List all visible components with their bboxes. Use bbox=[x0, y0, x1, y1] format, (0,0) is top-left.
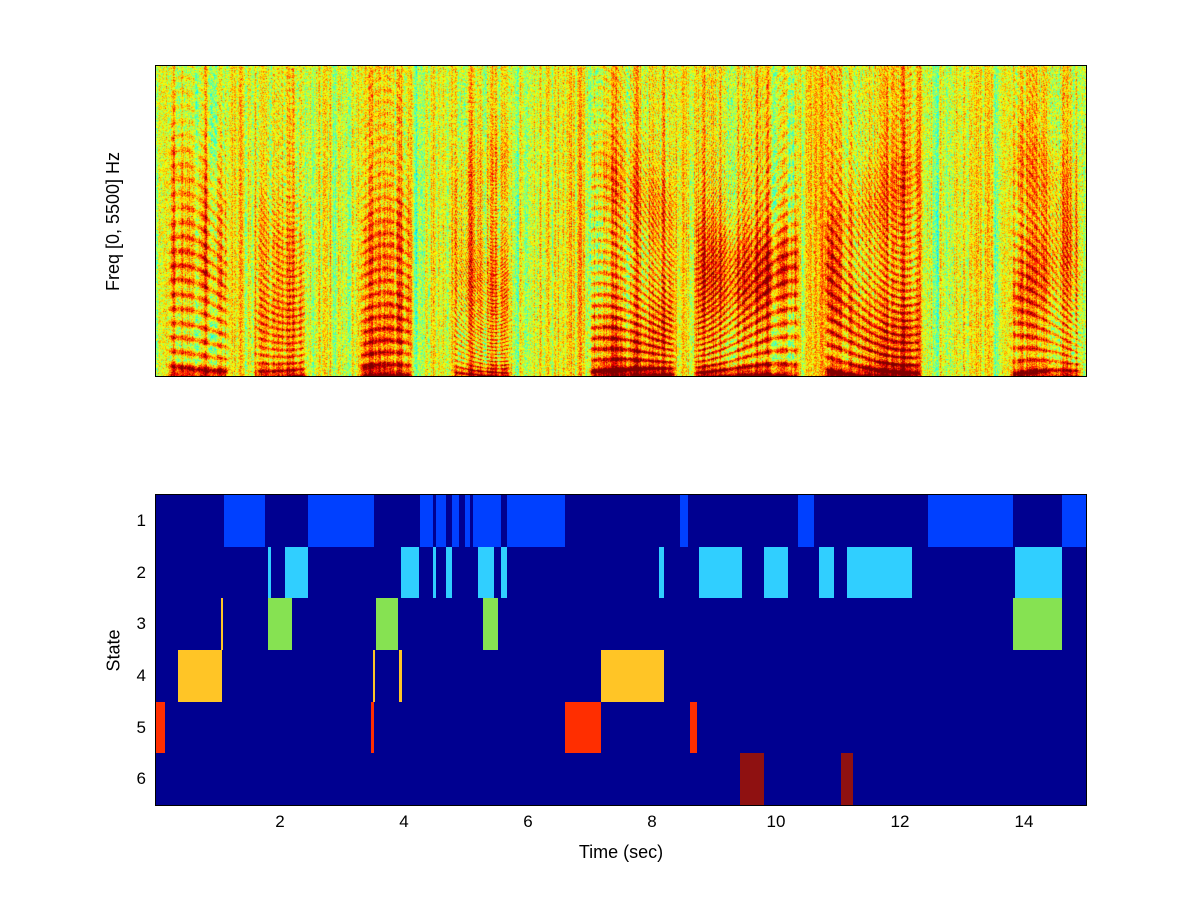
state-segment bbox=[1012, 598, 1063, 650]
spectrogram-plot bbox=[155, 65, 1087, 377]
spectrogram-ylabel-wrap: Freq [0, 5500] Hz bbox=[92, 65, 136, 377]
state-ylabel: State bbox=[103, 628, 124, 672]
state-segment bbox=[601, 650, 665, 702]
state-ylabel-wrap: State bbox=[92, 494, 136, 806]
state-segment bbox=[659, 546, 665, 599]
y-tick-label: 2 bbox=[136, 562, 146, 582]
y-tick-label: 5 bbox=[136, 717, 146, 737]
y-tick-label: 1 bbox=[136, 510, 146, 530]
state-segment bbox=[483, 598, 499, 650]
y-tick-label: 3 bbox=[136, 614, 146, 634]
state-segment bbox=[436, 495, 447, 547]
state-segment bbox=[763, 546, 789, 599]
state-segment bbox=[1062, 495, 1086, 547]
x-tick-label: 6 bbox=[523, 812, 533, 831]
state-segment bbox=[432, 546, 437, 599]
state-segment bbox=[307, 495, 375, 547]
state-segment bbox=[452, 495, 459, 547]
x-tick-label: 12 bbox=[890, 812, 910, 831]
y-tick-label: 6 bbox=[136, 769, 146, 789]
state-segment bbox=[847, 546, 913, 599]
state-segment bbox=[370, 701, 375, 754]
state-segment bbox=[224, 495, 266, 547]
state-segment bbox=[376, 598, 398, 650]
state-plot-area bbox=[156, 495, 1086, 805]
state-segment bbox=[500, 546, 507, 599]
spectrogram-image bbox=[156, 66, 1086, 376]
y-tick-label: 4 bbox=[136, 665, 146, 685]
state-segment bbox=[819, 546, 834, 599]
state-segment bbox=[284, 546, 308, 599]
state-segment bbox=[473, 495, 501, 547]
state-segment bbox=[690, 701, 697, 754]
state-plot bbox=[155, 494, 1087, 806]
x-tick-label: 14 bbox=[1014, 812, 1034, 831]
state-segment bbox=[419, 495, 433, 547]
state-segment bbox=[221, 598, 223, 650]
state-segment bbox=[927, 495, 1013, 547]
state-segment bbox=[698, 546, 742, 599]
state-segment bbox=[464, 495, 470, 547]
state-segment bbox=[267, 598, 293, 650]
state-segment bbox=[373, 650, 376, 702]
state-segment bbox=[478, 546, 494, 599]
state-segment bbox=[156, 701, 165, 754]
state-segment bbox=[267, 546, 272, 599]
state-segment bbox=[1014, 546, 1063, 599]
state-segment bbox=[400, 546, 420, 599]
x-tick-label: 10 bbox=[766, 812, 786, 831]
state-segment bbox=[565, 701, 602, 754]
state-segment bbox=[399, 650, 402, 702]
state-segment bbox=[740, 753, 764, 805]
state-segment bbox=[446, 546, 453, 599]
x-tick-label: 8 bbox=[647, 812, 657, 831]
time-xlabel: Time (sec) bbox=[578, 842, 664, 862]
x-tick-label: 2 bbox=[275, 812, 285, 831]
state-segment bbox=[841, 753, 854, 805]
state-segment bbox=[679, 495, 688, 547]
spectrogram-ylabel: Freq [0, 5500] Hz bbox=[103, 151, 124, 291]
x-tick-label: 4 bbox=[399, 812, 409, 831]
state-segment bbox=[177, 650, 222, 702]
state-segment bbox=[797, 495, 815, 547]
state-segment bbox=[506, 495, 566, 547]
